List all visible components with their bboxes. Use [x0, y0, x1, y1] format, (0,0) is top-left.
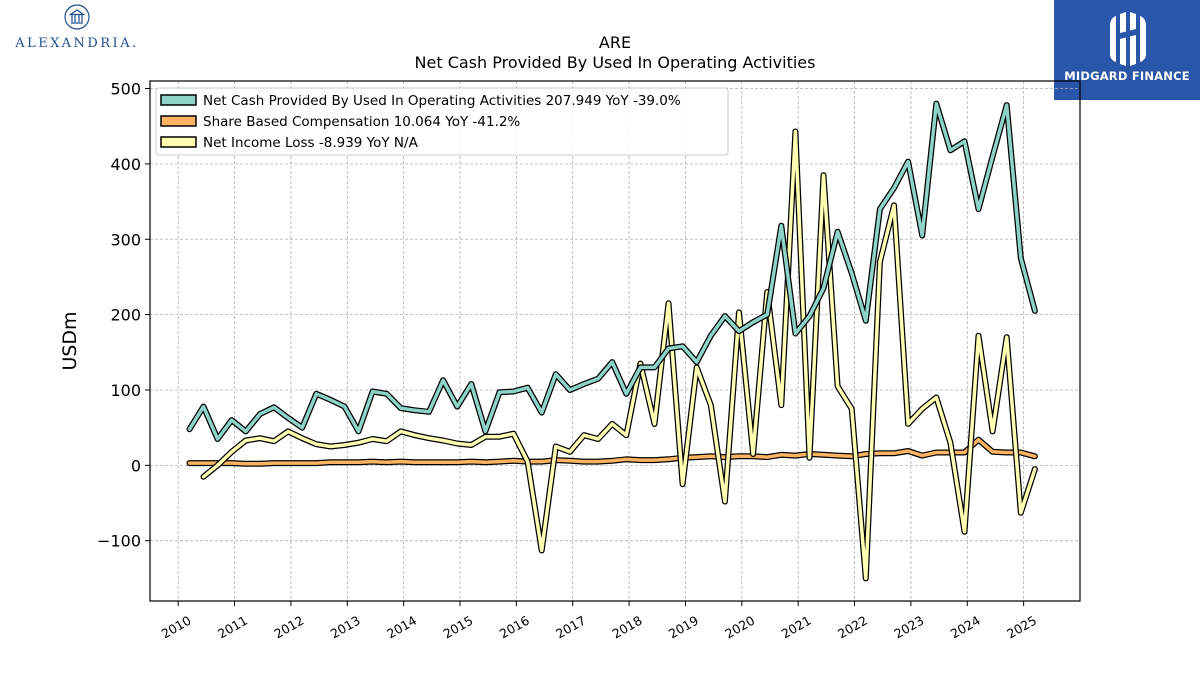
x-tick-label: 2022: [835, 613, 870, 642]
y-tick-label: 200: [110, 306, 141, 325]
legend: Net Cash Provided By Used In Operating A…: [155, 87, 729, 156]
grid: [150, 81, 1080, 601]
midgard-finance-logo: MIDGARD FINANCE: [1054, 0, 1200, 100]
x-tick-label: 2010: [159, 613, 194, 642]
legend-label: Share Based Compensation 10.064 YoY -41.…: [203, 114, 520, 130]
midgard-emblem-icon: [1110, 12, 1146, 66]
series-outline: [200, 128, 1038, 582]
y-tick-label: −100: [97, 532, 141, 551]
y-axis-label: USDm: [59, 311, 81, 370]
legend-box: [155, 87, 729, 156]
column-emblem-icon: [64, 4, 90, 30]
plot-frame: [149, 80, 1081, 602]
x-tick-label: 2019: [666, 613, 701, 642]
x-tick-label: 2014: [384, 613, 419, 642]
series-line: [201, 129, 1037, 581]
y-tick-label: 0: [131, 456, 141, 475]
x-tick-label: 2013: [328, 613, 363, 642]
series-line: [187, 101, 1037, 441]
midgard-wordmark: MIDGARD FINANCE: [1064, 69, 1190, 83]
y-tick-label: 100: [110, 381, 141, 400]
series-layer: [186, 100, 1038, 582]
alexandria-logo: ALEXANDRIA.: [4, 4, 150, 51]
x-tick-label: 2017: [553, 613, 588, 642]
legend-swatch: [160, 94, 197, 106]
x-tick-label: 2020: [722, 613, 757, 642]
y-tick-label: 300: [110, 230, 141, 249]
chart-subtitle: Net Cash Provided By Used In Operating A…: [415, 53, 816, 72]
legend-swatch: [160, 136, 197, 148]
x-tick-label: 2023: [891, 613, 926, 642]
y-tick-label: 400: [110, 155, 141, 174]
series-line: [187, 437, 1037, 466]
chart-title: ARE: [599, 33, 631, 52]
legend-label: Net Income Loss -8.939 YoY N/A: [203, 135, 419, 151]
x-tick-label: 2025: [1004, 613, 1039, 642]
y-tick-label: 500: [110, 80, 141, 99]
x-tick-label: 2018: [610, 613, 645, 642]
legend-label: Net Cash Provided By Used In Operating A…: [203, 93, 681, 109]
x-tick-label: 2021: [779, 613, 814, 642]
x-tick-label: 2011: [215, 613, 250, 642]
x-tick-label: 2016: [497, 613, 532, 642]
x-tick-label: 2024: [948, 613, 983, 642]
legend-swatch: [160, 115, 197, 127]
alexandria-wordmark: ALEXANDRIA.: [15, 36, 139, 51]
x-tick-label: 2012: [271, 613, 306, 642]
x-tick-label: 2015: [440, 613, 475, 642]
